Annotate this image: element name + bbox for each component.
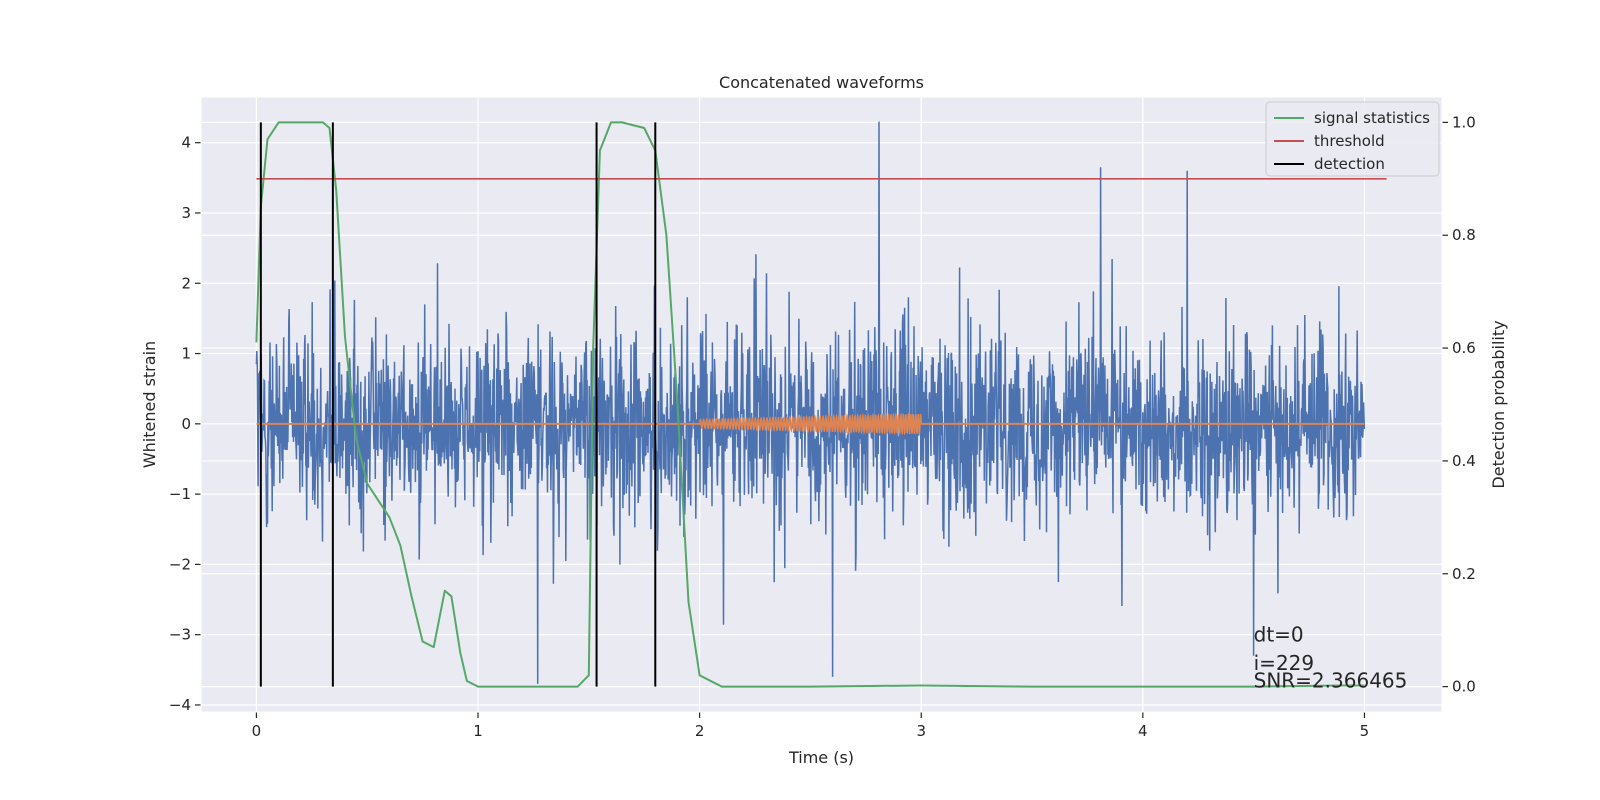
x-tick-label: 2 bbox=[695, 722, 705, 740]
y2-tick-label: 0.8 bbox=[1452, 226, 1476, 244]
legend-label: signal statistics bbox=[1314, 109, 1430, 127]
x-tick-label: 1 bbox=[473, 722, 483, 740]
plot-frame bbox=[200, 96, 1443, 713]
signal-statistics-line bbox=[255, 121, 1365, 688]
x-tick-label: 5 bbox=[1360, 722, 1370, 740]
y2-tick-label: 1.0 bbox=[1452, 113, 1476, 131]
y-tick-label: 4 bbox=[181, 134, 191, 152]
legend-label: detection bbox=[1314, 155, 1385, 173]
legend-box bbox=[1265, 101, 1440, 177]
y-axis-label: Whitened strain bbox=[140, 341, 159, 468]
legend: signal statistics threshold detection bbox=[1265, 101, 1440, 177]
x-tick-label: 4 bbox=[1138, 722, 1148, 740]
x-tick-label: 0 bbox=[252, 722, 262, 740]
y-tick-label: 1 bbox=[181, 345, 191, 363]
y2-tick-label: 0.0 bbox=[1452, 678, 1476, 696]
x-axis-label: Time (s) bbox=[788, 748, 854, 767]
strain-noise-line bbox=[255, 121, 1366, 684]
annotation: i=229 bbox=[1254, 651, 1315, 675]
y-tick-label: −3 bbox=[169, 626, 191, 644]
y-tick-label: 0 bbox=[181, 415, 191, 433]
chart-title: Concatenated waveforms bbox=[719, 73, 924, 92]
y-tick-label: 2 bbox=[181, 274, 191, 292]
annotation: dt=0 bbox=[1254, 623, 1304, 647]
y-tick-label: −1 bbox=[169, 485, 191, 503]
y-tick-label: −4 bbox=[169, 696, 191, 714]
y2-tick-label: 0.2 bbox=[1452, 565, 1476, 583]
legend-label: threshold bbox=[1314, 132, 1385, 150]
x-tick-label: 3 bbox=[916, 722, 926, 740]
annotation: SNR=2.366465 bbox=[1254, 668, 1408, 692]
y2-tick-label: 0.6 bbox=[1452, 339, 1476, 357]
y2-axis-label: Detection probability bbox=[1489, 320, 1508, 488]
y2-tick-label: 0.4 bbox=[1452, 452, 1476, 470]
y-tick-label: −2 bbox=[169, 555, 191, 573]
signal-chirp-line bbox=[698, 412, 922, 436]
y-tick-label: 3 bbox=[181, 204, 191, 222]
